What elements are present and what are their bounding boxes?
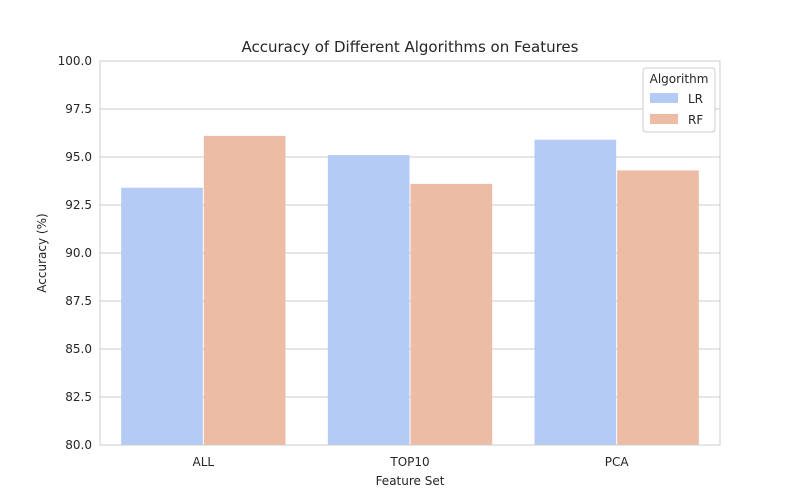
x-tick-labels: ALL TOP10 PCA	[193, 455, 630, 469]
y-tick-label: 92.5	[65, 198, 92, 212]
y-tick-label: 82.5	[65, 390, 92, 404]
x-tick-label: PCA	[605, 455, 630, 469]
bars	[121, 135, 699, 445]
bar-lr-top10	[327, 155, 410, 445]
legend-swatch-rf	[650, 114, 678, 124]
chart-title: Accuracy of Different Algorithms on Feat…	[242, 38, 579, 56]
y-tick-labels: 80.0 82.5 85.0 87.5 90.0 92.5 95.0 97.5 100.0	[58, 54, 92, 452]
y-tick-label: 80.0	[65, 438, 92, 452]
x-tick-label: ALL	[193, 455, 215, 469]
y-tick-label: 100.0	[58, 54, 92, 68]
legend-label-lr: LR	[688, 92, 703, 106]
y-tick-label: 95.0	[65, 150, 92, 164]
plot-frame	[99, 60, 721, 446]
y-tick-label: 87.5	[65, 294, 92, 308]
legend: Algorithm LR RF	[642, 67, 716, 133]
x-axis-label: Feature Set	[376, 474, 445, 488]
y-tick-label: 90.0	[65, 246, 92, 260]
bar-lr-all	[121, 187, 203, 445]
legend-items: LR RF	[650, 92, 703, 127]
bar-lr-pca	[534, 139, 617, 445]
y-axis-label: Accuracy (%)	[35, 213, 49, 292]
legend-title: Algorithm	[650, 72, 709, 86]
bar-rf-top10	[410, 183, 493, 445]
bar-rf-all	[203, 135, 286, 445]
legend-swatch-lr	[650, 93, 678, 103]
legend-label-rf: RF	[688, 113, 703, 127]
x-tick-label: TOP10	[389, 455, 429, 469]
y-tick-label: 97.5	[65, 102, 92, 116]
y-tick-label: 85.0	[65, 342, 92, 356]
bar-rf-pca	[617, 170, 699, 445]
